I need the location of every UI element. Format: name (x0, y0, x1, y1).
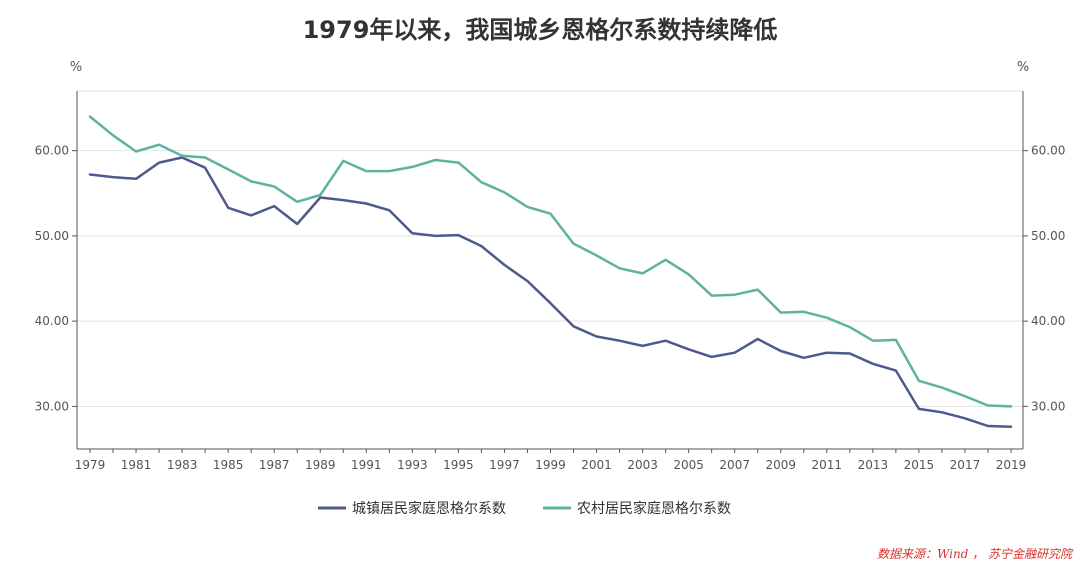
chart-title: 1979年以来，我国城乡恩格尔系数持续降低 (303, 16, 778, 44)
legend-label-urban: 城镇居民家庭恩格尔系数 (352, 500, 506, 517)
xtick-label-2015: 2015 (904, 458, 935, 472)
xtick-label-1997: 1997 (489, 458, 520, 472)
left-axis-unit: % (70, 60, 82, 75)
left-ytick-label-30: 30.00 (35, 399, 69, 413)
right-ytick-label-60: 60.00 (1031, 144, 1065, 158)
xtick-label-2001: 2001 (581, 458, 612, 472)
left-ytick-label-50: 50.00 (35, 229, 69, 243)
xtick-label-1983: 1983 (167, 458, 198, 472)
xtick-label-1989: 1989 (305, 458, 336, 472)
xtick-label-1985: 1985 (213, 458, 244, 472)
xtick-label-1981: 1981 (121, 458, 152, 472)
xtick-label-1995: 1995 (443, 458, 474, 472)
right-axis-unit: % (1017, 60, 1029, 75)
xtick-label-1979: 1979 (75, 458, 106, 472)
xtick-label-2005: 2005 (673, 458, 704, 472)
right-ytick-label-30: 30.00 (1031, 399, 1065, 413)
series-line-rural (88, 115, 1013, 408)
left-ytick-label-60: 60.00 (35, 144, 69, 158)
xtick-label-2009: 2009 (765, 458, 796, 472)
xtick-label-2007: 2007 (719, 458, 750, 472)
xtick-label-2011: 2011 (812, 458, 843, 472)
left-y-ticks: 30.00 40.00 50.00 60.00 (35, 144, 77, 413)
gridlines (77, 90, 1023, 407)
right-ytick-label-50: 50.00 (1031, 229, 1065, 243)
legend: 城镇居民家庭恩格尔系数 农村居民家庭恩格尔系数 (318, 500, 731, 517)
legend-label-rural: 农村居民家庭恩格尔系数 (577, 500, 731, 517)
left-ytick-label-40: 40.00 (35, 314, 69, 328)
right-y-ticks: 30.00 40.00 50.00 60.00 (1023, 144, 1065, 413)
xtick-label-2017: 2017 (950, 458, 981, 472)
xtick-label-2003: 2003 (627, 458, 658, 472)
series-lines (88, 115, 1013, 429)
x-ticks: 1979 1981 1983 1985 1987 1989 1991 1993 1995 1997… (75, 449, 1027, 472)
xtick-label-1987: 1987 (259, 458, 290, 472)
right-ytick-label-40: 40.00 (1031, 314, 1065, 328)
xtick-label-1999: 1999 (535, 458, 566, 472)
xtick-label-2013: 2013 (858, 458, 889, 472)
xtick-label-1991: 1991 (351, 458, 382, 472)
axes (76, 91, 1024, 450)
source-note: 数据来源：Wind ， 苏宁金融研究院 (877, 547, 1074, 561)
xtick-label-2019: 2019 (996, 458, 1027, 472)
xtick-label-1993: 1993 (397, 458, 428, 472)
series-line-urban (88, 156, 1013, 429)
